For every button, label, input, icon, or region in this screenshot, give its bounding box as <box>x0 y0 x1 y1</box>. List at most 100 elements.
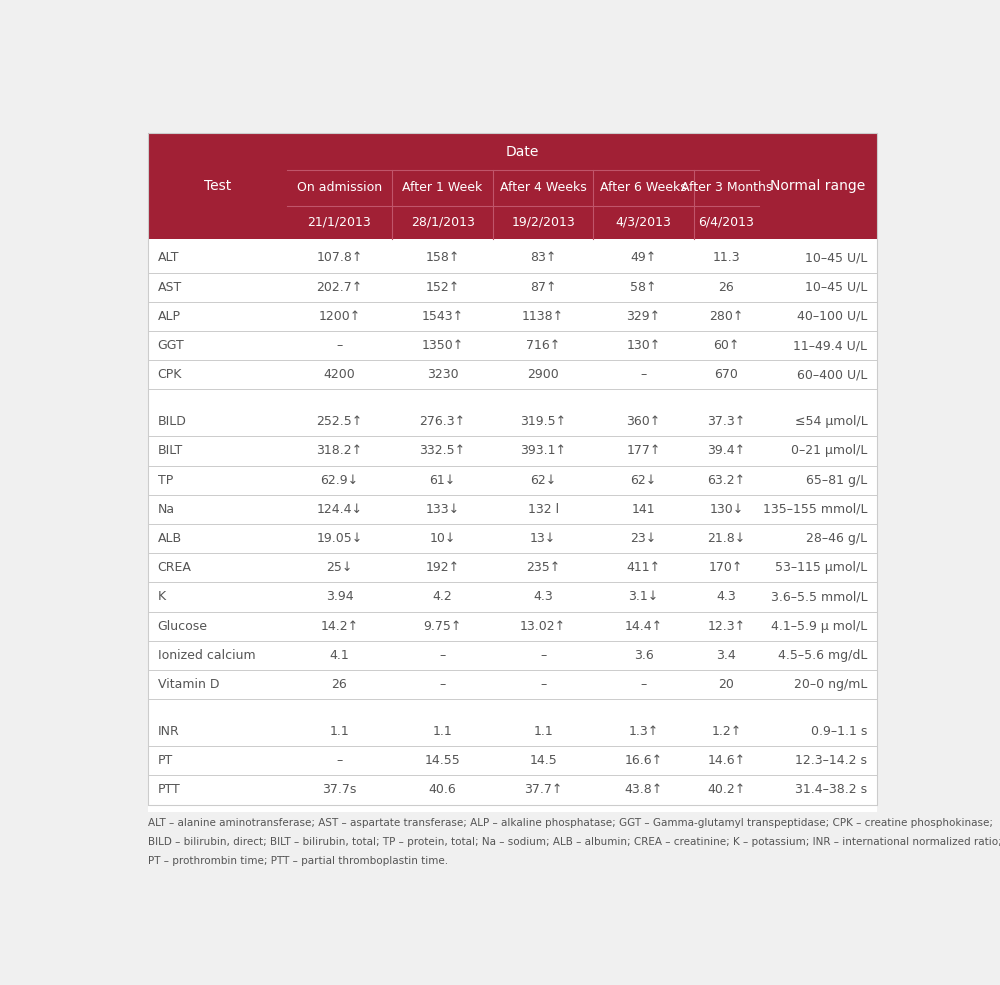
Bar <box>392 169 493 206</box>
Bar <box>593 206 694 238</box>
Text: 11–49.4 U/L: 11–49.4 U/L <box>793 339 867 352</box>
Text: 6/4/2013: 6/4/2013 <box>698 216 754 229</box>
Text: 53–115 μmol/L: 53–115 μmol/L <box>775 561 867 574</box>
Text: –: – <box>336 339 343 352</box>
Text: 63.2↑: 63.2↑ <box>707 474 745 487</box>
Text: After 3 Months: After 3 Months <box>681 181 772 194</box>
Bar <box>148 612 877 641</box>
Bar <box>148 361 877 389</box>
Text: 26: 26 <box>332 678 347 691</box>
Text: 2900: 2900 <box>527 368 559 381</box>
Text: 235↑: 235↑ <box>526 561 560 574</box>
Text: 1138↑: 1138↑ <box>522 310 564 323</box>
Text: 202.7↑: 202.7↑ <box>316 281 363 294</box>
Text: 411↑: 411↑ <box>627 561 661 574</box>
Text: PT: PT <box>158 755 173 767</box>
Text: 4/3/2013: 4/3/2013 <box>616 216 672 229</box>
Text: Na: Na <box>158 503 175 516</box>
Text: Ionized calcium: Ionized calcium <box>158 649 255 662</box>
Text: 332.5↑: 332.5↑ <box>420 444 466 457</box>
Text: 124.4↓: 124.4↓ <box>316 503 362 516</box>
Text: 12.3–14.2 s: 12.3–14.2 s <box>795 755 867 767</box>
Bar <box>694 206 759 238</box>
Text: 40–100 U/L: 40–100 U/L <box>797 310 867 323</box>
Text: BILD – bilirubin, direct; BILT – bilirubin, total; TP – protein, total; Na – sod: BILD – bilirubin, direct; BILT – bilirub… <box>148 837 1000 847</box>
Text: 37.3↑: 37.3↑ <box>707 416 745 428</box>
Text: 319.5↑: 319.5↑ <box>520 416 566 428</box>
Text: 9.75↑: 9.75↑ <box>423 620 462 632</box>
Text: 192↑: 192↑ <box>426 561 460 574</box>
Text: 152↑: 152↑ <box>425 281 460 294</box>
Text: 20: 20 <box>718 678 734 691</box>
Text: 37.7s: 37.7s <box>322 783 357 797</box>
Text: 16.6↑: 16.6↑ <box>625 755 663 767</box>
Bar <box>148 524 877 554</box>
Text: 3230: 3230 <box>427 368 458 381</box>
Text: 1350↑: 1350↑ <box>421 339 464 352</box>
Text: 4200: 4200 <box>324 368 355 381</box>
Text: 318.2↑: 318.2↑ <box>316 444 363 457</box>
Text: 276.3↑: 276.3↑ <box>420 416 466 428</box>
Text: 10–45 U/L: 10–45 U/L <box>805 251 867 264</box>
Text: 26: 26 <box>718 281 734 294</box>
Text: –: – <box>439 649 446 662</box>
Text: ALB: ALB <box>158 532 182 545</box>
Text: PT – prothrombin time; PTT – partial thromboplastin time.: PT – prothrombin time; PTT – partial thr… <box>148 856 448 866</box>
Text: 4.3: 4.3 <box>533 590 553 604</box>
Text: CPK: CPK <box>158 368 182 381</box>
Text: 14.55: 14.55 <box>425 755 460 767</box>
Text: 21.8↓: 21.8↓ <box>707 532 745 545</box>
Text: 11.3: 11.3 <box>713 251 740 264</box>
Bar <box>148 717 877 747</box>
Text: On admission: On admission <box>297 181 382 194</box>
Text: 133↓: 133↓ <box>426 503 460 516</box>
Bar <box>148 494 877 524</box>
Text: GGT: GGT <box>158 339 184 352</box>
Text: 23↓: 23↓ <box>631 532 657 545</box>
Text: 62↓: 62↓ <box>631 474 657 487</box>
Bar <box>148 670 877 699</box>
Text: –: – <box>641 368 647 381</box>
Text: 4.1–5.9 μ mol/L: 4.1–5.9 μ mol/L <box>771 620 867 632</box>
Text: –: – <box>336 755 343 767</box>
Bar <box>148 407 877 436</box>
Bar <box>148 243 877 273</box>
Text: ALT: ALT <box>158 251 179 264</box>
Text: 40.2↑: 40.2↑ <box>707 783 745 797</box>
Text: 31.4–38.2 s: 31.4–38.2 s <box>795 783 867 797</box>
Bar <box>392 206 493 238</box>
Text: 329↑: 329↑ <box>627 310 661 323</box>
Text: CREA: CREA <box>158 561 191 574</box>
Text: 3.4: 3.4 <box>716 649 736 662</box>
Bar <box>148 582 877 612</box>
Text: 3.1↓: 3.1↓ <box>629 590 659 604</box>
Text: 4.5–5.6 mg/dL: 4.5–5.6 mg/dL <box>778 649 867 662</box>
Text: 170↑: 170↑ <box>709 561 744 574</box>
Text: TP: TP <box>158 474 173 487</box>
Text: Vitamin D: Vitamin D <box>158 678 219 691</box>
Bar <box>148 554 877 582</box>
Text: 4.3: 4.3 <box>716 590 736 604</box>
Text: –: – <box>641 678 647 691</box>
Text: 1200↑: 1200↑ <box>318 310 361 323</box>
Bar <box>148 133 287 238</box>
Text: 58↑: 58↑ <box>630 281 657 294</box>
Bar <box>493 206 593 238</box>
Bar <box>148 466 877 494</box>
Text: 83↑: 83↑ <box>530 251 556 264</box>
Text: 60↑: 60↑ <box>713 339 740 352</box>
Bar <box>148 775 877 805</box>
Bar <box>287 206 392 238</box>
Text: 1543↑: 1543↑ <box>422 310 464 323</box>
Bar <box>148 436 877 466</box>
Text: 65–81 g/L: 65–81 g/L <box>806 474 867 487</box>
Text: 28–46 g/L: 28–46 g/L <box>806 532 867 545</box>
Bar <box>287 133 759 169</box>
Text: 20–0 ng/mL: 20–0 ng/mL <box>794 678 867 691</box>
Text: 21/1/2013: 21/1/2013 <box>308 216 371 229</box>
Text: 393.1↑: 393.1↑ <box>520 444 566 457</box>
Text: 1.2↑: 1.2↑ <box>711 725 741 738</box>
Text: 0.9–1.1 s: 0.9–1.1 s <box>811 725 867 738</box>
Text: 3.6: 3.6 <box>634 649 654 662</box>
Text: 0–21 μmol/L: 0–21 μmol/L <box>791 444 867 457</box>
